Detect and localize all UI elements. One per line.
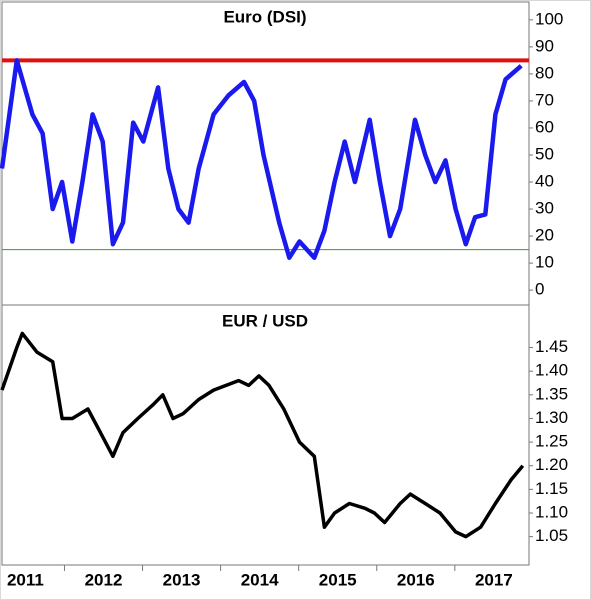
y-tick-label: 1.15 (535, 479, 568, 498)
y-tick-label: 100 (535, 9, 563, 28)
y-tick-label: 80 (535, 63, 554, 82)
y-tick-label: 1.20 (535, 455, 568, 474)
chart-title: Euro (DSI) (223, 7, 306, 26)
y-tick-label: 1.40 (535, 361, 568, 380)
x-tick-label: 2017 (475, 570, 513, 589)
x-tick-label: 2016 (397, 570, 435, 589)
y-tick-label: 1.45 (535, 337, 568, 356)
y-tick-label: 1.25 (535, 432, 568, 451)
chart-title: EUR / USD (222, 311, 308, 330)
y-tick-label: 90 (535, 36, 554, 55)
x-tick-label: 2015 (319, 570, 357, 589)
x-tick-label: 2014 (241, 570, 279, 589)
y-tick-label: 1.10 (535, 502, 568, 521)
y-tick-label: 30 (535, 199, 554, 218)
y-tick-label: 0 (535, 280, 544, 299)
data-line (0, 58, 523, 260)
x-tick-label: 2011 (7, 570, 44, 589)
y-tick-label: 70 (535, 90, 554, 109)
x-tick-label: 2013 (163, 570, 201, 589)
y-tick-label: 1.30 (535, 408, 568, 427)
y-tick-label: 1.35 (535, 384, 568, 403)
data-line (0, 331, 525, 539)
y-tick-label: 10 (535, 253, 554, 272)
y-tick-label: 20 (535, 226, 554, 245)
y-tick-label: 60 (535, 117, 554, 136)
y-tick-label: 40 (535, 172, 554, 191)
lower-panel (1, 304, 530, 566)
x-tick-label: 2012 (85, 570, 123, 589)
y-tick-label: 1.05 (535, 526, 568, 545)
y-tick-label: 50 (535, 144, 554, 163)
